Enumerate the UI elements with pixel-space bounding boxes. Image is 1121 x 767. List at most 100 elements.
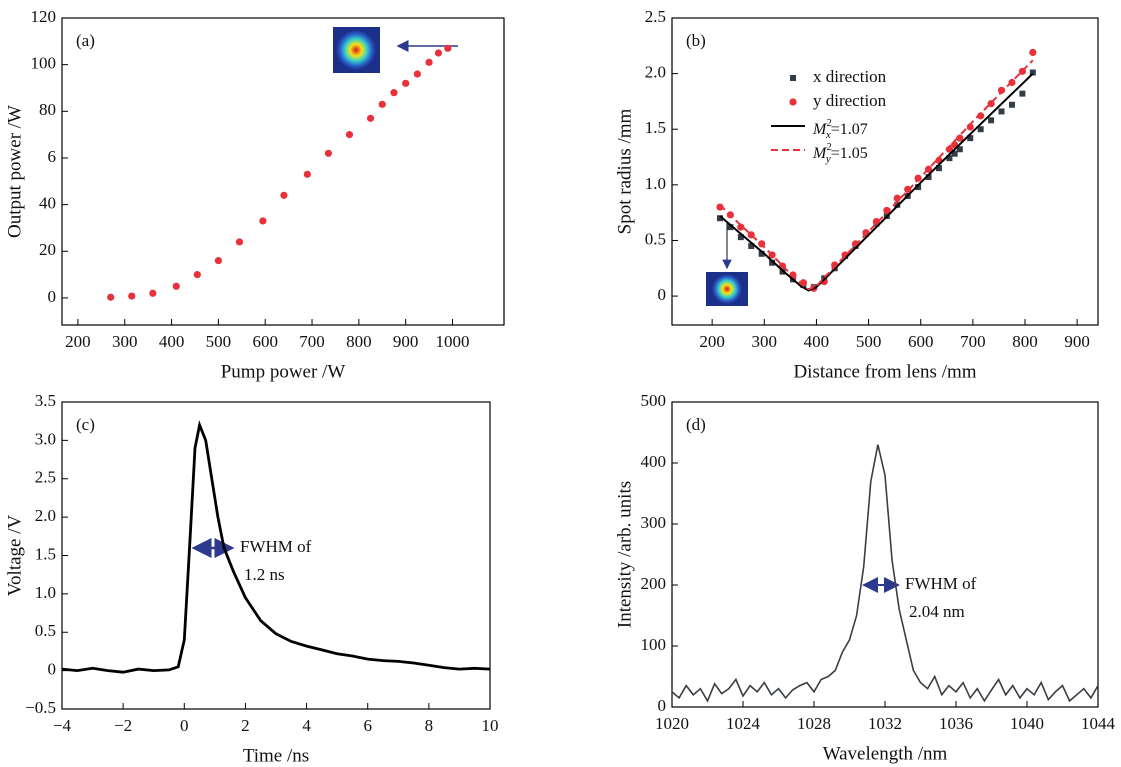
point: [1029, 69, 1036, 76]
y-axis-label: Output power /W: [4, 105, 25, 238]
x-tick-label: 6: [363, 716, 372, 735]
x-tick-label: 900: [1064, 332, 1090, 351]
annotation: FWHM of: [240, 537, 312, 556]
x-tick-label: 500: [206, 332, 232, 351]
x-tick-label: 1000: [435, 332, 469, 351]
plot-frame: [671, 17, 1099, 326]
point: [935, 165, 942, 172]
point: [413, 70, 421, 78]
legend-symbol: [790, 75, 796, 81]
point: [1008, 101, 1015, 108]
x-tick-label: 500: [856, 332, 882, 351]
legend-part: =1.07: [831, 121, 868, 138]
point: [737, 234, 744, 241]
x-tick-label: 1036: [939, 714, 973, 733]
x-axis-label: Distance from lens /mm: [793, 361, 976, 382]
y-tick-label: 0: [48, 660, 57, 679]
annotation: 2.04 nm: [909, 602, 965, 621]
x-tick-label: −4: [53, 716, 72, 735]
y-tick-label: 0: [658, 696, 667, 715]
x-tick-label: 1032: [868, 714, 902, 733]
legend-part: =1.05: [831, 145, 868, 162]
y-tick-label: 400: [641, 452, 667, 471]
x-tick-label: 200: [65, 332, 91, 351]
x-tick-label: 2: [241, 716, 250, 735]
legend-part: M: [812, 121, 828, 138]
x-tick-label: 1040: [1010, 714, 1044, 733]
legend-part: 2: [826, 117, 832, 129]
point: [149, 289, 157, 297]
panel-label: (a): [76, 31, 95, 50]
plot-frame: [61, 17, 505, 326]
legend-label: M2 y=1.05: [812, 141, 868, 165]
x-tick-label: 4: [302, 716, 311, 735]
y-tick-label: 120: [31, 7, 57, 26]
y-tick-label: 1.5: [35, 544, 56, 563]
point: [425, 58, 433, 66]
point: [769, 259, 776, 266]
y-tick-label: 0.5: [35, 621, 56, 640]
point: [956, 146, 963, 153]
point: [925, 174, 932, 181]
annotation: FWHM of: [905, 574, 977, 593]
point: [280, 191, 288, 199]
point: [444, 44, 452, 52]
point: [748, 243, 755, 250]
point: [946, 155, 953, 162]
point: [402, 79, 410, 87]
point: [716, 215, 723, 222]
point: [956, 134, 964, 142]
x-tick-label: 10: [482, 716, 499, 735]
y-tick-label: 200: [641, 574, 667, 593]
plot-frame: [671, 401, 1099, 708]
y-tick-label: 6: [48, 147, 57, 166]
point: [107, 293, 115, 301]
legend-symbol: [789, 98, 797, 106]
y-tick-label: 3.0: [35, 429, 56, 448]
legend-part: x: [825, 129, 831, 141]
point: [214, 257, 222, 265]
y-tick-label: 300: [641, 513, 667, 532]
point: [998, 108, 1005, 115]
y-tick-label: 0.5: [645, 229, 666, 248]
point: [235, 238, 244, 246]
point: [303, 170, 311, 178]
beam-spot: [712, 274, 742, 304]
y-tick-label: 2.5: [35, 468, 56, 487]
point: [758, 250, 765, 257]
point: [390, 89, 398, 97]
line: [719, 72, 1034, 292]
x-tick-label: 1020: [655, 714, 689, 733]
point: [259, 217, 267, 225]
legend-label: y direction: [813, 91, 887, 110]
point: [997, 86, 1006, 94]
y-tick-label: 1.0: [645, 174, 666, 193]
point: [1029, 48, 1037, 57]
legend-label: x direction: [813, 67, 887, 86]
point: [324, 149, 333, 157]
x-tick-label: 1024: [726, 714, 761, 733]
point: [967, 135, 974, 142]
annotation: 1.2 ns: [244, 565, 285, 584]
x-tick-label: 700: [960, 332, 986, 351]
line: [719, 59, 1034, 291]
x-tick-label: 800: [346, 332, 372, 351]
point: [1019, 90, 1026, 97]
y-tick-label: 2.0: [645, 63, 666, 82]
x-tick-label: 400: [804, 332, 830, 351]
panel-label: (c): [76, 415, 95, 434]
x-tick-label: 600: [252, 332, 278, 351]
y-tick-label: 2.5: [645, 7, 666, 26]
x-tick-label: 0: [180, 716, 189, 735]
y-axis-label: Spot radius /mm: [614, 108, 635, 234]
y-tick-label: 500: [641, 391, 667, 410]
point: [128, 292, 136, 300]
point: [366, 114, 375, 122]
x-tick-label: 300: [112, 332, 138, 351]
x-axis-label: Time /ns: [243, 745, 309, 766]
point: [883, 206, 891, 215]
y-tick-label: 3.5: [35, 391, 56, 410]
point: [915, 184, 922, 191]
point: [977, 126, 984, 133]
